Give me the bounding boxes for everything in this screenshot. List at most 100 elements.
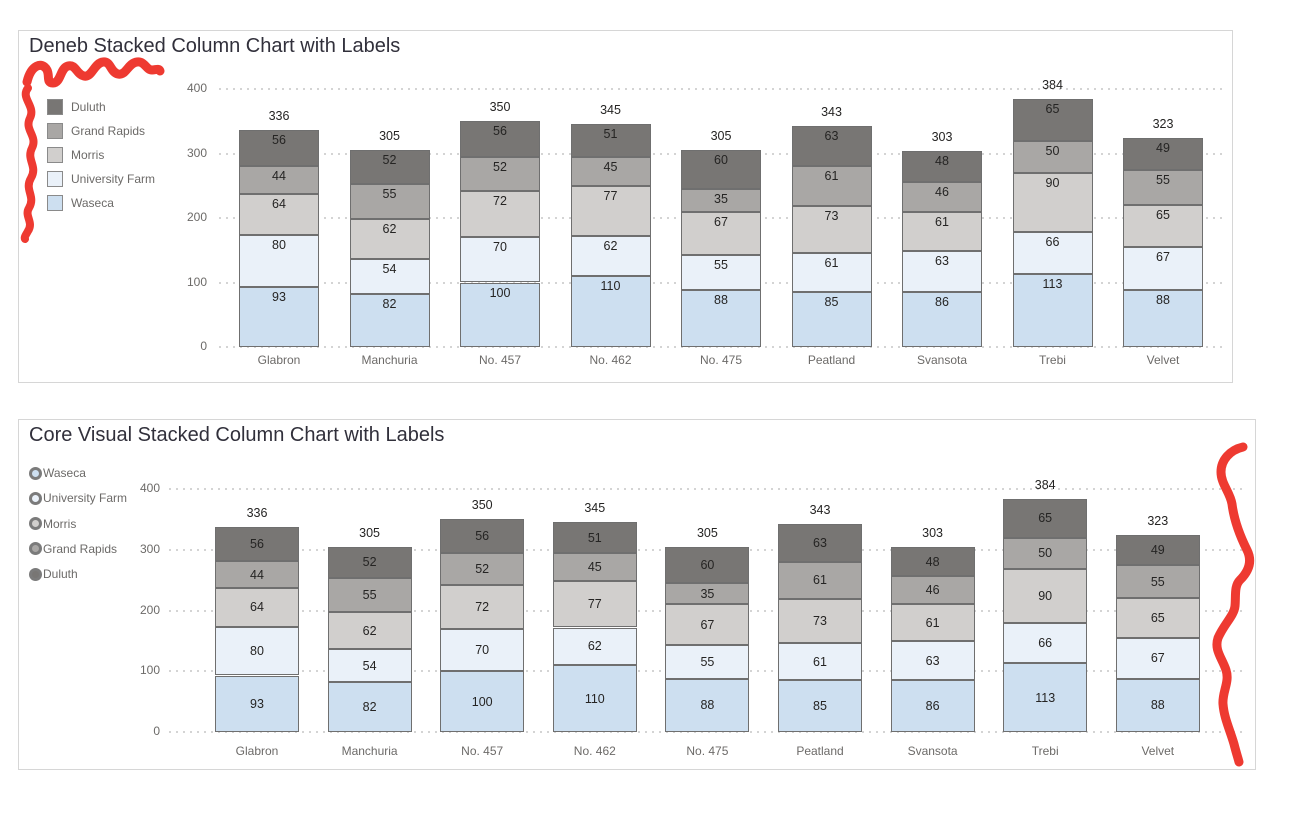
bar-segment-morris[interactable]: 67 <box>665 604 750 646</box>
bar-segment-waseca[interactable]: 113 <box>1012 274 1093 347</box>
bar-segment-morris[interactable]: 77 <box>570 186 651 237</box>
bar-segment-duluth[interactable]: 48 <box>902 150 982 182</box>
bar-segment-morris[interactable]: 64 <box>215 588 299 627</box>
bar-segment-university-farm[interactable]: 55 <box>665 645 750 679</box>
bar-segment-duluth[interactable]: 49 <box>1115 535 1200 565</box>
bar-segment-duluth[interactable]: 56 <box>215 527 299 562</box>
bar-segment-morris[interactable]: 73 <box>778 598 862 644</box>
bar-segment-university-farm[interactable]: 70 <box>460 237 540 283</box>
bar-segment-morris[interactable]: 67 <box>681 211 761 255</box>
bar-segment-waseca[interactable]: 85 <box>791 292 872 347</box>
bar-segment-grand-rapids[interactable]: 35 <box>665 583 750 605</box>
bar-segment-morris[interactable]: 72 <box>460 190 540 238</box>
bar-segment-university-farm[interactable]: 67 <box>1115 637 1200 679</box>
bar-segment-duluth[interactable]: 52 <box>349 150 430 184</box>
bar-segment-university-farm[interactable]: 54 <box>349 259 430 295</box>
bar-segment-morris[interactable]: 90 <box>1003 568 1088 624</box>
bar-segment-duluth[interactable]: 60 <box>681 150 761 189</box>
bar-segment-university-farm[interactable]: 67 <box>1123 247 1203 291</box>
bar-segment-morris[interactable]: 73 <box>791 205 872 253</box>
bar-segment-grand-rapids[interactable]: 45 <box>552 553 637 581</box>
bar-segment-university-farm[interactable]: 80 <box>239 235 319 287</box>
legend-item-university-farm[interactable]: University Farm <box>29 488 127 508</box>
bar-segment-duluth[interactable]: 56 <box>239 129 319 166</box>
bar-segment-university-farm[interactable]: 63 <box>902 250 982 292</box>
bar-segment-waseca[interactable]: 86 <box>902 291 982 347</box>
bar-segment-grand-rapids[interactable]: 44 <box>215 561 299 588</box>
legend-item-waseca[interactable]: Waseca <box>29 463 86 483</box>
bar-segment-duluth[interactable]: 51 <box>570 124 651 158</box>
bar-segment-university-farm[interactable]: 61 <box>791 252 872 293</box>
bar-segment-university-farm[interactable]: 80 <box>215 626 299 676</box>
bar-segment-duluth[interactable]: 51 <box>552 522 637 554</box>
bar-segment-waseca[interactable]: 88 <box>665 678 750 732</box>
bar-segment-university-farm[interactable]: 66 <box>1012 231 1093 275</box>
bar-segment-university-farm[interactable]: 62 <box>570 236 651 277</box>
bar-segment-grand-rapids[interactable]: 46 <box>902 181 982 212</box>
legend-item-grand-rapids[interactable]: Grand Rapids <box>47 121 145 141</box>
legend-item-grand-rapids[interactable]: Grand Rapids <box>29 539 117 559</box>
bar-segment-grand-rapids[interactable]: 52 <box>440 553 525 585</box>
bar-segment-grand-rapids[interactable]: 35 <box>681 188 761 212</box>
bar-segment-grand-rapids[interactable]: 55 <box>349 183 430 220</box>
bar-segment-grand-rapids[interactable]: 46 <box>890 576 975 605</box>
bar-segment-waseca[interactable]: 113 <box>1003 663 1088 732</box>
bar-segment-morris[interactable]: 77 <box>552 580 637 628</box>
bar-segment-university-farm[interactable]: 70 <box>440 628 525 672</box>
bar-segment-morris[interactable]: 62 <box>349 219 430 260</box>
bar-segment-waseca[interactable]: 88 <box>681 290 761 347</box>
bar-segment-waseca[interactable]: 86 <box>890 679 975 732</box>
bar-segment-university-farm[interactable]: 63 <box>890 641 975 680</box>
legend-item-waseca[interactable]: Waseca <box>47 193 114 213</box>
bar-segment-duluth[interactable]: 52 <box>327 546 412 579</box>
legend-item-university-farm[interactable]: University Farm <box>47 169 155 189</box>
bar-segment-waseca[interactable]: 100 <box>460 282 540 347</box>
bar-segment-waseca[interactable]: 88 <box>1123 290 1203 347</box>
bar-segment-grand-rapids[interactable]: 50 <box>1012 141 1093 174</box>
bar-segment-grand-rapids[interactable]: 50 <box>1003 538 1088 569</box>
bar-segment-university-farm[interactable]: 66 <box>1003 623 1088 664</box>
bar-segment-duluth[interactable]: 63 <box>791 125 872 167</box>
bar-segment-waseca[interactable]: 100 <box>440 671 525 732</box>
bar-segment-morris[interactable]: 61 <box>890 604 975 642</box>
bar-segment-grand-rapids[interactable]: 61 <box>778 561 862 599</box>
bar-segment-duluth[interactable]: 49 <box>1123 138 1203 170</box>
bar-segment-duluth[interactable]: 65 <box>1003 498 1088 539</box>
bar-segment-university-farm[interactable]: 55 <box>681 254 761 291</box>
bar-segment-waseca[interactable]: 88 <box>1115 678 1200 732</box>
bar-segment-grand-rapids[interactable]: 61 <box>791 166 872 206</box>
bar-segment-morris[interactable]: 65 <box>1115 598 1200 638</box>
bar-segment-morris[interactable]: 64 <box>239 194 319 236</box>
bar-segment-waseca[interactable]: 82 <box>327 682 412 732</box>
legend-item-morris[interactable]: Morris <box>47 145 104 165</box>
bar-segment-waseca[interactable]: 85 <box>778 680 862 732</box>
legend-item-duluth[interactable]: Duluth <box>29 564 78 584</box>
bar-segment-duluth[interactable]: 48 <box>890 547 975 577</box>
bar-segment-morris[interactable]: 61 <box>902 211 982 251</box>
bar-segment-morris[interactable]: 65 <box>1123 205 1203 248</box>
bar-segment-university-farm[interactable]: 54 <box>327 649 412 683</box>
bar-segment-duluth[interactable]: 56 <box>460 121 540 158</box>
bar-segment-grand-rapids[interactable]: 44 <box>239 165 319 195</box>
bar-segment-duluth[interactable]: 63 <box>778 523 862 562</box>
bar-segment-grand-rapids[interactable]: 45 <box>570 157 651 187</box>
legend-item-duluth[interactable]: Duluth <box>47 97 106 117</box>
bar-segment-grand-rapids[interactable]: 55 <box>1123 169 1203 206</box>
bar-segment-waseca[interactable]: 93 <box>239 287 319 347</box>
bar-segment-university-farm[interactable]: 61 <box>778 643 862 681</box>
bar-segment-morris[interactable]: 72 <box>440 584 525 629</box>
bar-segment-morris[interactable]: 90 <box>1012 173 1093 232</box>
bar-segment-grand-rapids[interactable]: 55 <box>327 578 412 612</box>
bar-segment-waseca[interactable]: 110 <box>570 276 651 347</box>
bar-segment-waseca[interactable]: 82 <box>349 294 430 347</box>
bar-segment-duluth[interactable]: 65 <box>1012 99 1093 142</box>
bar-segment-waseca[interactable]: 110 <box>552 665 637 732</box>
bar-segment-morris[interactable]: 62 <box>327 611 412 650</box>
bar-segment-duluth[interactable]: 56 <box>440 519 525 554</box>
bar-segment-waseca[interactable]: 93 <box>215 675 299 732</box>
bar-segment-grand-rapids[interactable]: 55 <box>1115 564 1200 599</box>
bar-segment-grand-rapids[interactable]: 52 <box>460 157 540 191</box>
legend-item-morris[interactable]: Morris <box>29 514 76 534</box>
bar-segment-university-farm[interactable]: 62 <box>552 627 637 666</box>
bar-segment-duluth[interactable]: 60 <box>665 546 750 584</box>
